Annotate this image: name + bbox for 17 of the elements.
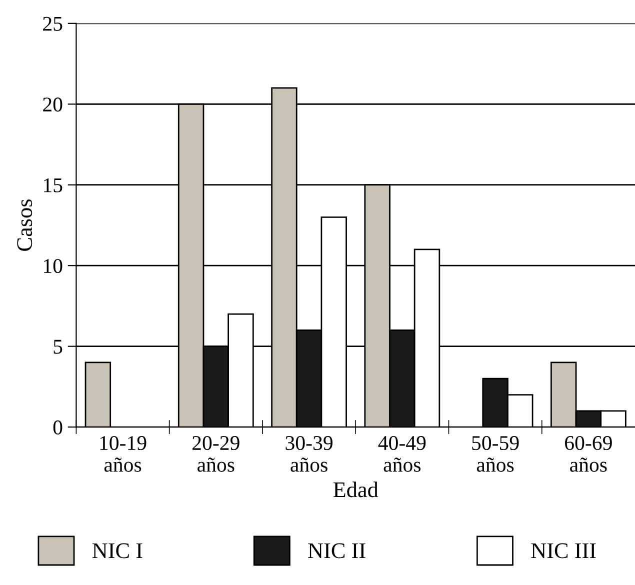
y-tick-label: 15: [44, 178, 62, 192]
x-tick-label: 40-49 años: [378, 436, 426, 472]
y-tick-label: 0: [53, 420, 62, 434]
x-tick-label: 30-39 años: [286, 436, 332, 472]
legend-label: NIC III: [531, 543, 596, 558]
x-tick-label: 10-19 años: [100, 436, 146, 472]
x-axis-title: Edad: [333, 482, 378, 498]
legend-label: NIC II: [308, 543, 366, 558]
y-tick-label: 25: [43, 16, 62, 31]
legend-label: NIC I: [92, 543, 142, 558]
y-tick-label: 20: [43, 98, 62, 112]
y-axis-title: Casos: [17, 199, 32, 251]
y-tick-label: 5: [54, 340, 62, 354]
y-tick-label: 10: [44, 258, 62, 274]
x-tick-label: 60-69 años: [565, 436, 612, 472]
x-tick-label: 20-29 años: [192, 436, 240, 472]
x-tick-label: 50-59 años: [472, 436, 519, 472]
